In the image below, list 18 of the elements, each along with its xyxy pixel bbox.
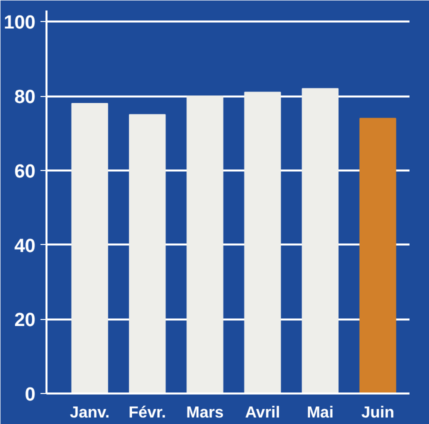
x-tick-label: Mars [186,404,224,422]
x-tick-label: Mai [306,404,334,422]
y-tick-label: 40 [14,236,36,257]
bar [186,96,224,394]
x-tick-label: Avril [245,404,280,422]
bar [244,92,281,394]
y-tick-label: 20 [14,310,36,332]
x-tick-label: Janv. [70,404,110,422]
bar [128,114,166,394]
bar [359,118,396,394]
y-tick-label: 60 [14,161,36,182]
x-tick-label: Juin [361,404,394,422]
y-tick-label: 80 [14,87,36,108]
bar [302,88,339,394]
bar [71,102,108,394]
x-tick-label: Févr. [128,404,166,422]
y-tick-label: 0 [24,384,36,406]
y-tick-label: 100 [4,12,36,34]
